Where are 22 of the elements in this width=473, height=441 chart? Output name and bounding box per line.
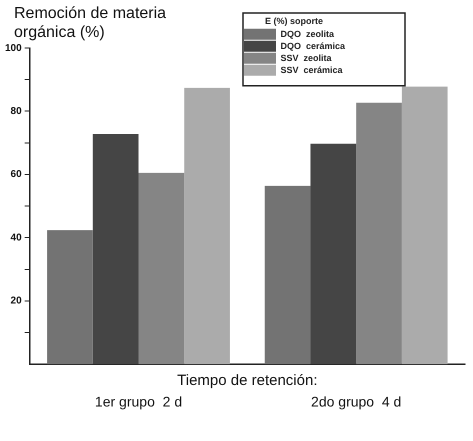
- legend-label: DQO cerámica: [280, 40, 346, 51]
- y-tick-label: 100: [4, 42, 22, 54]
- bar: [47, 230, 93, 364]
- bar: [356, 102, 402, 364]
- y-axis-title: Remoción de materia orgánica (%): [14, 4, 168, 42]
- x-tick-label: 2do grupo 4 d: [311, 393, 402, 410]
- legend-label: DQO zeolita: [280, 28, 335, 39]
- bar: [310, 144, 356, 364]
- y-tick-label: 20: [10, 296, 22, 307]
- legend-title: E (%) soporte: [265, 16, 324, 26]
- bar: [138, 172, 184, 364]
- y-tick-label: 60: [10, 169, 22, 180]
- bar: [184, 88, 230, 364]
- bar: [402, 86, 448, 364]
- bar: [264, 186, 310, 364]
- y-tick-label: 40: [10, 232, 22, 244]
- legend-label: SSV zeolita: [280, 52, 333, 63]
- bar: [92, 134, 139, 364]
- x-tick-label: 1er grupo 2 d: [94, 393, 182, 410]
- x-axis-title: Tiempo de retención:: [176, 372, 318, 390]
- legend-label: SSV cerámica: [280, 64, 344, 75]
- y-tick-label: 80: [10, 106, 22, 117]
